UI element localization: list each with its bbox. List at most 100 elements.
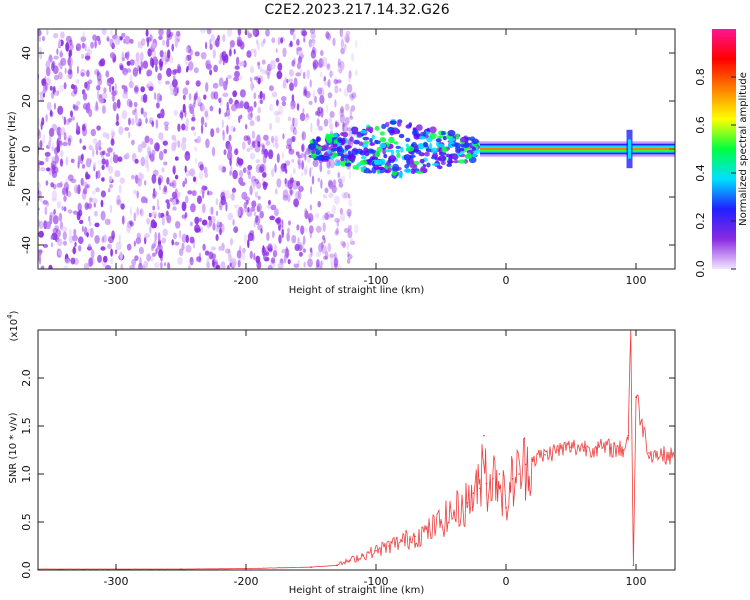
noise-speckle xyxy=(304,210,309,220)
line-xtick-label: -300 xyxy=(104,575,129,588)
noise-speckle xyxy=(319,163,323,173)
noise-speckle xyxy=(291,59,295,66)
noise-speckle xyxy=(210,34,215,42)
noise-speckle xyxy=(339,108,345,118)
noise-speckle xyxy=(46,167,51,172)
noise-speckle xyxy=(166,214,172,224)
scintillation-blob xyxy=(447,129,456,137)
noise-speckle xyxy=(151,58,155,69)
noise-speckle xyxy=(210,91,216,100)
noise-speckle xyxy=(49,85,53,91)
noise-speckle xyxy=(281,219,284,229)
noise-speckle xyxy=(322,222,326,233)
scintillation-blob xyxy=(409,159,415,164)
noise-speckle xyxy=(212,49,216,59)
noise-speckle xyxy=(87,243,92,250)
line-frame xyxy=(37,329,676,571)
noise-speckle xyxy=(34,212,36,217)
scintillation-blob xyxy=(408,122,413,127)
noise-speckle xyxy=(45,201,50,207)
noise-speckle xyxy=(185,170,191,177)
scintillation-blob xyxy=(383,154,388,159)
noise-speckle xyxy=(331,204,337,215)
scale-base: (x10 xyxy=(9,319,20,342)
noise-speckle xyxy=(206,63,212,70)
scintillation-blob xyxy=(415,124,423,131)
noise-speckle xyxy=(50,242,54,248)
noise-speckle xyxy=(245,124,248,130)
noise-speckle xyxy=(348,70,352,79)
noise-speckle xyxy=(33,91,36,97)
scintillation-blob xyxy=(418,135,426,140)
noise-speckle xyxy=(233,204,240,209)
scale-exponent: 4 xyxy=(6,314,14,319)
noise-speckle xyxy=(340,38,345,49)
noise-speckle xyxy=(242,141,246,151)
noise-speckle xyxy=(134,84,139,95)
noise-speckle xyxy=(85,184,89,189)
noise-speckle xyxy=(297,56,303,64)
noise-speckle xyxy=(154,231,157,241)
noise-speckle xyxy=(53,32,59,39)
noise-speckle xyxy=(172,165,176,175)
line-ytick-label: 1.5 xyxy=(20,417,33,435)
noise-speckle xyxy=(348,94,353,99)
noise-speckle xyxy=(342,122,345,132)
noise-speckle xyxy=(239,114,243,120)
noise-speckle xyxy=(308,225,314,234)
noise-speckle xyxy=(139,208,144,217)
scintillation-blob xyxy=(442,135,447,141)
noise-speckle xyxy=(60,31,65,39)
noise-speckle xyxy=(64,258,71,265)
noise-speckle xyxy=(103,87,107,94)
noise-speckle xyxy=(151,120,154,127)
noise-speckle xyxy=(295,72,302,77)
noise-speckle xyxy=(236,208,241,217)
noise-speckle xyxy=(100,210,106,221)
noise-speckle xyxy=(250,81,254,91)
noise-speckle xyxy=(81,225,84,233)
noise-speckle xyxy=(224,112,228,118)
noise-speckle xyxy=(348,169,351,180)
noise-speckle xyxy=(45,77,52,86)
noise-speckle xyxy=(109,184,113,189)
noise-speckle xyxy=(198,170,204,180)
noise-speckle xyxy=(210,215,216,224)
noise-speckle xyxy=(323,255,328,260)
noise-speckle xyxy=(281,228,285,239)
scintillation-blob xyxy=(389,120,397,125)
noise-speckle xyxy=(262,93,266,101)
noise-speckle xyxy=(184,151,191,161)
noise-speckle xyxy=(182,180,186,188)
noise-speckle xyxy=(262,144,265,153)
noise-speckle xyxy=(220,195,226,206)
snr-point xyxy=(596,447,598,449)
noise-speckle xyxy=(251,181,257,187)
noise-speckle xyxy=(326,63,330,70)
noise-speckle xyxy=(249,145,254,150)
line-xtick-label: -200 xyxy=(234,575,259,588)
noise-speckle xyxy=(77,155,81,165)
noise-speckle xyxy=(309,204,313,211)
noise-speckle xyxy=(54,225,60,231)
noise-speckle xyxy=(82,126,87,137)
noise-speckle xyxy=(250,48,255,53)
noise-speckle xyxy=(347,73,352,83)
scintillation-blob xyxy=(422,131,427,137)
noise-speckle xyxy=(243,233,248,243)
noise-speckle xyxy=(312,159,319,168)
noise-speckle xyxy=(139,257,142,267)
noise-speckle xyxy=(118,233,121,244)
noise-speckle xyxy=(116,113,119,123)
noise-speckle xyxy=(336,219,339,228)
noise-speckle xyxy=(101,177,105,182)
noise-speckle xyxy=(103,255,108,263)
noise-speckle xyxy=(133,101,138,108)
scintillation-blob xyxy=(308,143,317,151)
scintillation-blob xyxy=(413,133,421,140)
noise-speckle xyxy=(257,61,260,66)
noise-speckle xyxy=(122,91,127,99)
scintillation-blob xyxy=(460,136,466,143)
noise-speckle xyxy=(128,131,131,139)
noise-speckle xyxy=(249,152,256,160)
